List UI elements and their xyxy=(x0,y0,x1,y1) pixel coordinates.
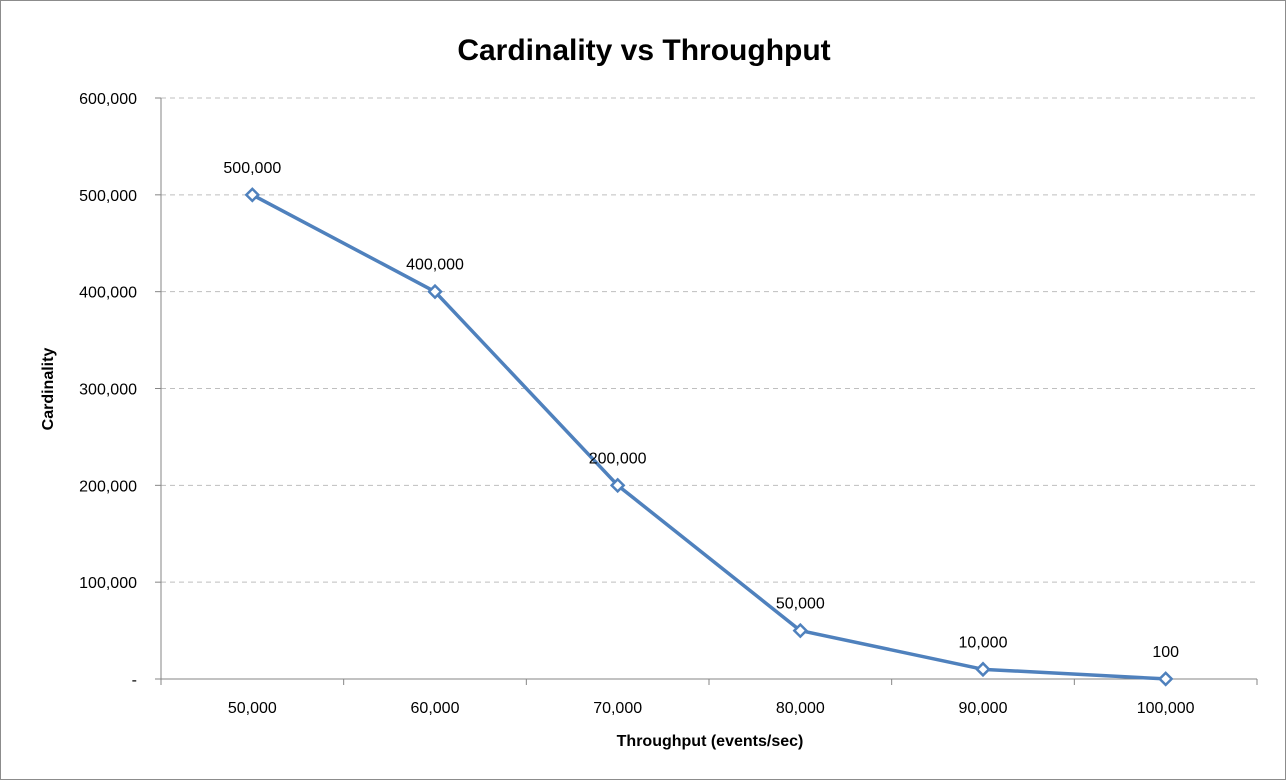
y-tick-label: 300,000 xyxy=(79,382,137,399)
y-tick-label: 400,000 xyxy=(79,285,137,302)
x-axis-title: Throughput (events/sec) xyxy=(617,733,804,750)
y-tick-label: 200,000 xyxy=(79,478,137,495)
data-labels: 500,000 400,000 200,000 50,000 10,000 100 xyxy=(223,160,1179,661)
grid-lines xyxy=(161,97,1257,583)
y-tick-label: - xyxy=(132,672,137,689)
data-label: 400,000 xyxy=(406,257,464,274)
y-tick-labels: - 100,000 200,000 300,000 400,000 500,000 600,… xyxy=(79,91,137,689)
data-point-marker xyxy=(975,661,991,678)
x-tick-label: 100,000 xyxy=(1137,700,1195,717)
data-label: 50,000 xyxy=(776,596,825,613)
series-line xyxy=(250,193,1168,681)
x-tick-label: 70,000 xyxy=(593,700,642,717)
axes xyxy=(155,97,1258,685)
x-tick-labels: 50,000 60,000 70,000 80,000 90,000 100,000 xyxy=(228,700,1195,717)
data-point-marker xyxy=(609,477,626,494)
y-tick-label: 600,000 xyxy=(79,91,137,108)
x-tick-label: 90,000 xyxy=(959,700,1008,717)
x-tick-label: 50,000 xyxy=(228,700,277,717)
y-tick-label: 100,000 xyxy=(79,575,137,592)
data-label: 500,000 xyxy=(223,160,281,177)
data-label: 100 xyxy=(1152,644,1179,661)
chart-title: Cardinality vs Throughput xyxy=(457,34,830,67)
x-tick-label: 60,000 xyxy=(411,700,460,717)
y-tick-label: 500,000 xyxy=(79,188,137,205)
data-point-marker xyxy=(792,622,809,639)
data-label: 200,000 xyxy=(589,450,647,467)
y-axis-title: Cardinality xyxy=(40,348,57,431)
x-tick-label: 80,000 xyxy=(776,700,825,717)
data-point-marker xyxy=(1157,671,1174,687)
data-point-marker xyxy=(427,283,443,300)
series-layer xyxy=(244,187,1174,687)
data-point-marker xyxy=(244,187,261,203)
data-label: 10,000 xyxy=(959,634,1008,651)
